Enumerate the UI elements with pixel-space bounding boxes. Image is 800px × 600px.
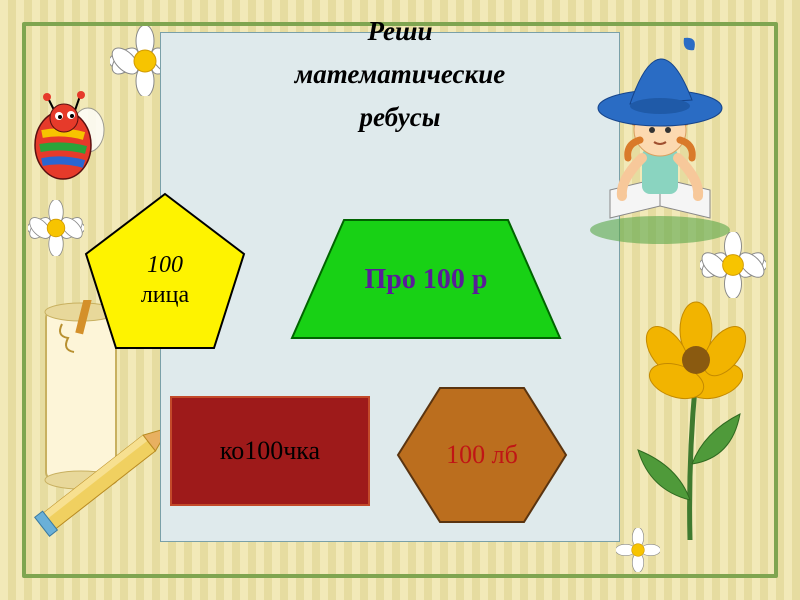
shape-pentagon: 100 лица — [80, 188, 250, 358]
pentagon-label: 100 лица — [80, 250, 250, 310]
shape-trapezoid: Про 100 р — [286, 214, 566, 344]
character-icon — [560, 30, 760, 250]
pentagon-text-2: лица — [80, 280, 250, 310]
rectangle-label: ко100чка — [220, 436, 320, 466]
title-line: математические — [295, 53, 505, 96]
flower-icon — [600, 280, 760, 560]
daisy-icon — [28, 200, 84, 256]
title-line: ребусы — [295, 96, 505, 139]
page-title: Реши математические ребусы — [295, 10, 505, 140]
trapezoid-label: Про 100 р — [286, 264, 566, 296]
pentagon-text-1: 100 — [80, 250, 250, 280]
bee-icon — [18, 90, 118, 190]
shape-rectangle: ко100чка — [170, 396, 370, 506]
shape-hexagon: 100 лб — [392, 380, 572, 530]
title-line: Реши — [295, 10, 505, 53]
hexagon-label: 100 лб — [392, 440, 572, 470]
